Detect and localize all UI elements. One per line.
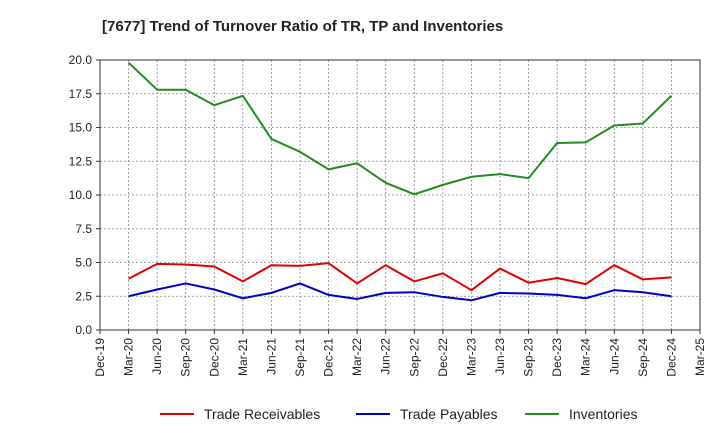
x-tick-label: Sep-20 xyxy=(179,338,193,377)
chart-title: [7677] Trend of Turnover Ratio of TR, TP… xyxy=(102,18,503,35)
x-axis-ticks: Dec-19 Mar-20 Jun-20 Sep-20 Dec-20 Mar-21 Jun-… xyxy=(93,330,707,377)
x-tick-label: Dec-19 xyxy=(93,338,107,377)
x-tick-label: Mar-22 xyxy=(350,338,364,376)
y-tick-label: 2.5 xyxy=(75,289,92,303)
x-tick-label: Jun-21 xyxy=(264,338,278,375)
x-tick-label: Jun-22 xyxy=(379,338,393,375)
y-tick-label: 17.5 xyxy=(69,87,93,101)
series-line-inventories xyxy=(127,61,673,196)
x-tick-label: Dec-23 xyxy=(550,338,564,377)
x-tick-label: Jun-23 xyxy=(493,338,507,375)
x-tick-label: Sep-24 xyxy=(636,338,650,377)
legend-label-trade-receivables: Trade Receivables xyxy=(204,406,320,422)
series-line-trade-payables xyxy=(128,282,672,302)
x-tick-label: Jun-20 xyxy=(150,338,164,375)
x-tick-label: Mar-20 xyxy=(122,338,136,376)
series-lines xyxy=(127,61,673,302)
x-tick-label: Mar-21 xyxy=(236,338,250,376)
y-tick-label: 5.0 xyxy=(75,256,92,270)
legend: Trade Receivables Trade Payables Inventori… xyxy=(160,406,637,422)
y-tick-label: 12.5 xyxy=(69,154,93,168)
legend-label-trade-payables: Trade Payables xyxy=(400,406,498,422)
series-line-trade-receivables xyxy=(128,262,672,292)
x-tick-label: Mar-25 xyxy=(693,338,707,376)
y-tick-label: 20.0 xyxy=(69,53,93,67)
y-tick-label: 7.5 xyxy=(75,222,92,236)
y-tick-label: 0.0 xyxy=(75,323,92,337)
x-tick-label: Mar-24 xyxy=(579,338,593,376)
legend-label-inventories: Inventories xyxy=(569,406,637,422)
x-tick-label: Dec-22 xyxy=(436,338,450,377)
x-tick-label: Dec-24 xyxy=(664,338,678,377)
y-axis-ticks: 0.0 2.5 5.0 7.5 10.0 12.5 15.0 17.5 20.0 xyxy=(69,53,100,337)
x-tick-label: Sep-21 xyxy=(293,338,307,377)
x-tick-label: Mar-23 xyxy=(464,338,478,376)
x-tick-label: Dec-21 xyxy=(322,338,336,377)
x-tick-label: Sep-23 xyxy=(522,338,536,377)
y-tick-label: 10.0 xyxy=(69,188,93,202)
y-tick-label: 15.0 xyxy=(69,121,93,135)
x-tick-label: Dec-20 xyxy=(207,338,221,377)
x-tick-label: Jun-24 xyxy=(607,338,621,375)
x-tick-label: Sep-22 xyxy=(407,338,421,377)
plot-frame xyxy=(99,59,701,331)
grid xyxy=(100,60,700,330)
